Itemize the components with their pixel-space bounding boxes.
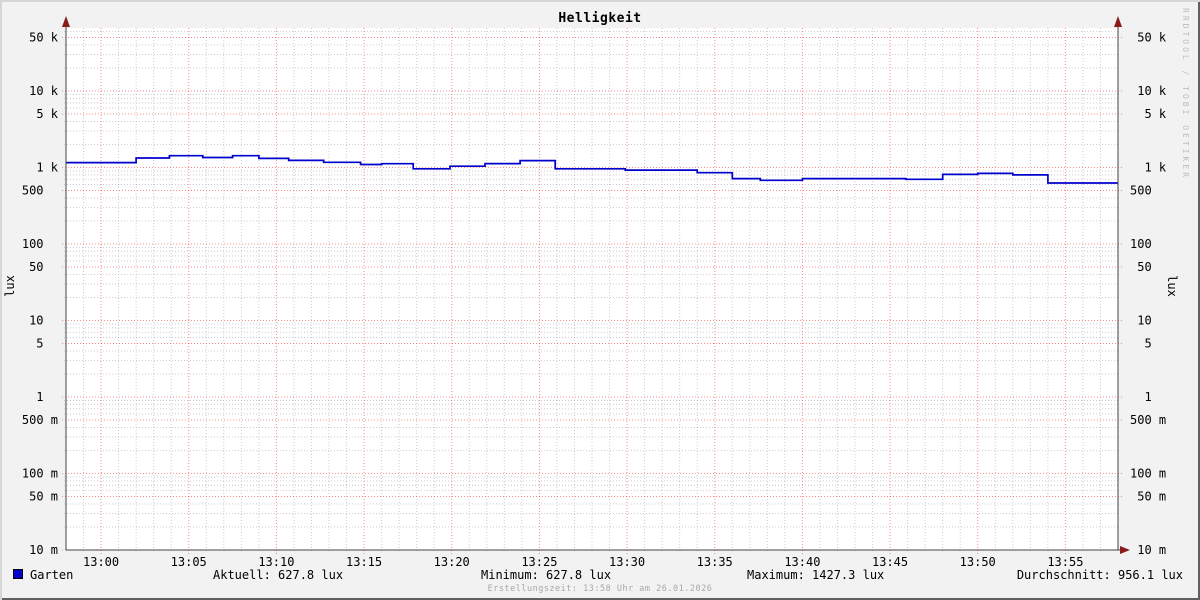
y-axis-tick-label-right: 1 (1144, 390, 1151, 404)
series-line-garten (66, 154, 1118, 184)
y-axis-tick-label-left: 50 m (29, 490, 58, 504)
x-axis-tick-label: 13:15 (346, 555, 382, 569)
y-axis-tick-label-left: 10 m (29, 543, 58, 557)
y-axis-tick-label-left: 10 k (29, 84, 59, 98)
y-axis-tick-label-left: 5 k (36, 107, 58, 121)
stat-durchschnitt: Durchschnitt: 956.1 lux (1016, 568, 1183, 582)
y-axis-label-right: lux (1165, 275, 1179, 297)
y-axis-tick-label-right: 10 m (1137, 543, 1166, 557)
x-axis-tick-label: 13:30 (609, 555, 645, 569)
x-axis-tick-label: 13:20 (434, 555, 470, 569)
y-axis-tick-label-right: 100 m (1130, 467, 1166, 481)
y-axis-arrow-left (62, 16, 70, 27)
y-axis-tick-label-left: 10 (29, 314, 43, 328)
x-axis-tick-label: 13:25 (521, 555, 557, 569)
x-axis-tick-label: 13:10 (258, 555, 294, 569)
y-axis-tick-label-left: 100 m (22, 467, 58, 481)
x-axis-tick-label: 13:05 (171, 555, 207, 569)
y-axis-arrow-right (1114, 16, 1122, 27)
y-axis-tick-label-left: 500 (22, 184, 44, 198)
y-axis-tick-label-right: 100 (1130, 237, 1152, 251)
y-axis-tick-label-right: 1 k (1144, 161, 1166, 175)
x-axis-tick-label: 13:00 (83, 555, 119, 569)
y-axis-tick-label-right: 5 (1144, 337, 1151, 351)
y-axis-tick-label-left: 50 k (29, 31, 59, 45)
y-axis-tick-label-right: 5 k (1144, 107, 1166, 121)
series-legend-label: Garten (30, 568, 74, 582)
creation-time: Erstellungszeit: 13:58 Uhr am 26.01.2026 (487, 584, 713, 594)
rrdtool-watermark: RRDTOOL / TOBI OETIKER (1181, 8, 1190, 180)
y-axis-tick-label-right: 50 (1137, 260, 1151, 274)
stat-aktuell: Aktuell: 627.8 lux (213, 568, 344, 582)
y-axis-tick-label-left: 50 (29, 260, 43, 274)
x-axis-arrow (1120, 546, 1130, 554)
x-axis-tick-label: 13:50 (960, 555, 996, 569)
y-axis-tick-label-right: 50 m (1137, 490, 1166, 504)
y-axis-tick-label-right: 10 (1137, 314, 1151, 328)
x-axis-tick-label: 13:55 (1047, 555, 1083, 569)
y-axis-tick-label-left: 100 (22, 237, 44, 251)
y-axis-tick-label-left: 5 (36, 337, 43, 351)
y-axis-tick-label-right: 50 k (1137, 31, 1167, 45)
y-axis-tick-label-right: 10 k (1137, 84, 1167, 98)
y-axis-tick-label-left: 1 k (36, 161, 58, 175)
stat-minimum: Minimum: 627.8 lux (481, 568, 612, 582)
x-axis-tick-label: 13:40 (784, 555, 820, 569)
chart-title: Helligkeit (558, 11, 642, 26)
y-axis-tick-label-right: 500 m (1130, 413, 1166, 427)
stat-maximum: Maximum: 1427.3 lux (747, 568, 885, 582)
y-axis-tick-label-right: 500 (1130, 184, 1152, 198)
series-swatch (13, 569, 23, 579)
x-axis-tick-label: 13:45 (872, 555, 908, 569)
y-axis-tick-label-left: 500 m (22, 413, 58, 427)
y-axis-label-left: lux (3, 275, 17, 297)
x-axis-tick-label: 13:35 (697, 555, 733, 569)
y-axis-tick-label-left: 1 (36, 390, 43, 404)
